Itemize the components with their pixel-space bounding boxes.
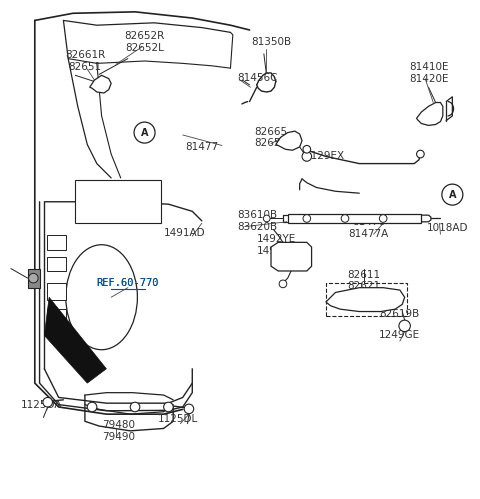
Text: 1018AD: 1018AD [427, 223, 468, 233]
Circle shape [43, 397, 52, 407]
Text: 81456C: 81456C [238, 73, 278, 83]
Circle shape [417, 150, 424, 158]
Circle shape [399, 320, 410, 331]
Polygon shape [44, 297, 107, 383]
Text: 1492YE
1492YF: 1492YE 1492YF [257, 234, 296, 255]
Text: 81350B: 81350B [251, 37, 291, 47]
Circle shape [87, 402, 97, 412]
Bar [47, 309, 66, 323]
Text: 83610B
83620B: 83610B 83620B [238, 210, 278, 232]
Polygon shape [326, 288, 405, 311]
Text: 81477: 81477 [185, 142, 218, 152]
Circle shape [130, 402, 140, 412]
Circle shape [134, 122, 155, 143]
Text: 79480
79490: 79480 79490 [102, 420, 135, 442]
Text: 82611
82621: 82611 82621 [348, 270, 381, 291]
Circle shape [303, 146, 311, 153]
Polygon shape [271, 243, 312, 271]
Circle shape [341, 215, 349, 222]
Circle shape [184, 404, 194, 414]
Polygon shape [288, 214, 421, 223]
Text: REF.60-770: REF.60-770 [96, 278, 159, 288]
Bar [47, 235, 66, 250]
Text: 1491AD: 1491AD [164, 228, 206, 238]
Text: 1129EX: 1129EX [304, 151, 345, 162]
Circle shape [442, 184, 463, 205]
Text: 82661R
82651: 82661R 82651 [65, 50, 105, 72]
Text: 1249GE: 1249GE [379, 330, 420, 340]
Circle shape [164, 402, 173, 412]
Text: 81410E
81420E: 81410E 81420E [409, 62, 448, 84]
Polygon shape [90, 75, 111, 93]
FancyBboxPatch shape [75, 180, 161, 223]
Text: 82652R
82652L: 82652R 82652L [124, 31, 165, 53]
Text: A: A [449, 190, 456, 200]
Text: REF.60-770: REF.60-770 [96, 278, 159, 288]
Text: 1125DA: 1125DA [21, 400, 63, 410]
Text: 1125DL: 1125DL [158, 414, 198, 424]
Circle shape [302, 152, 312, 161]
Bar [47, 283, 66, 299]
Polygon shape [417, 102, 443, 125]
Circle shape [29, 273, 38, 283]
Circle shape [264, 215, 270, 222]
Text: 82619B: 82619B [380, 309, 420, 319]
Bar [47, 256, 66, 271]
Circle shape [279, 280, 287, 288]
Text: 81476
81477A: 81476 81477A [349, 217, 389, 239]
Text: A: A [141, 128, 148, 138]
Text: 82665
82655: 82665 82655 [254, 127, 288, 148]
Polygon shape [276, 131, 302, 150]
Ellipse shape [66, 245, 137, 350]
Circle shape [303, 215, 311, 222]
Circle shape [379, 215, 387, 222]
Polygon shape [28, 268, 39, 288]
